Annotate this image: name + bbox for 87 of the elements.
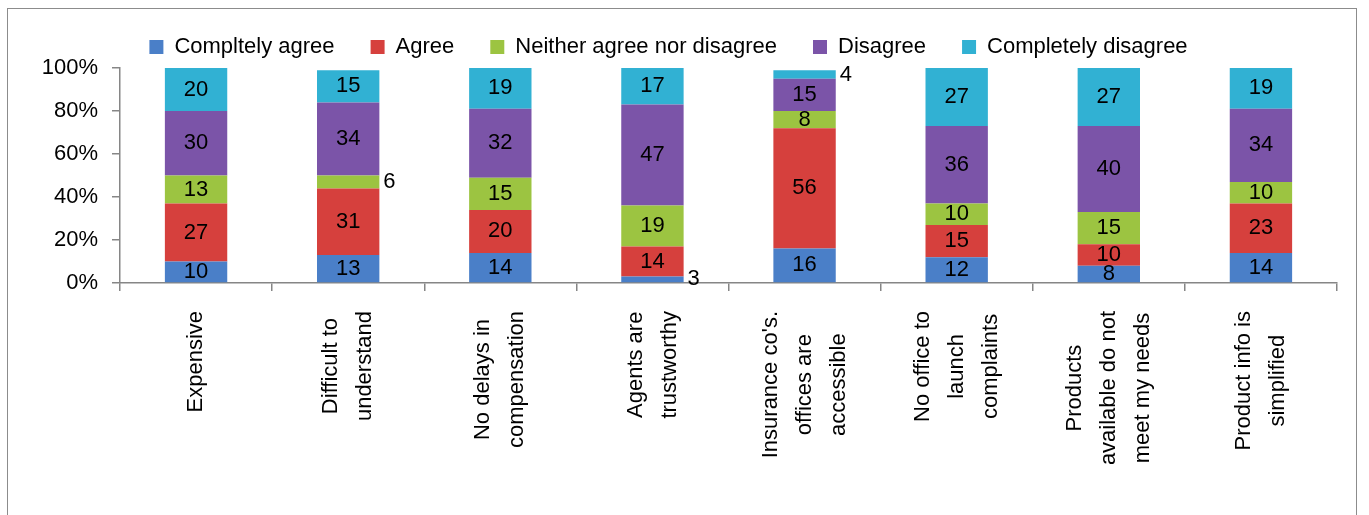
bar — [469, 177, 532, 210]
data-label: 20 — [183, 75, 209, 101]
bar — [621, 205, 684, 247]
bar — [773, 128, 836, 249]
data-label: 4 — [839, 60, 852, 86]
x-tick-label: Product info is simplified — [1230, 311, 1289, 451]
data-label: 14 — [640, 247, 665, 273]
legend-label: Neither agree nor disagree — [515, 33, 778, 59]
data-label: 47 — [640, 141, 665, 167]
data-label: 15 — [1096, 214, 1122, 240]
legend-label: Completely disagree — [987, 33, 1188, 59]
data-label: 15 — [944, 227, 969, 253]
y-tick-label: 100% — [41, 54, 98, 80]
bar — [925, 126, 988, 204]
bar — [164, 203, 228, 262]
x-tick-label: No delays in compensation — [469, 310, 529, 448]
data-label: 40 — [1096, 155, 1122, 181]
bar — [1077, 68, 1140, 127]
bar — [773, 248, 836, 283]
bar — [1229, 203, 1293, 253]
bar — [1229, 68, 1293, 109]
legend-label: Disagree — [838, 33, 927, 59]
bar — [469, 108, 532, 178]
y-tick-label: 40% — [53, 183, 98, 209]
legend-label: Compltely agree — [174, 33, 335, 59]
data-label: 13 — [335, 254, 361, 280]
bar — [1077, 126, 1140, 213]
data-label: 17 — [640, 72, 665, 98]
x-tick-label: Agents are trustworthy — [621, 310, 681, 419]
legend-label: Agree — [395, 33, 455, 59]
bar — [925, 224, 988, 258]
data-label: 36 — [944, 150, 969, 176]
bar — [317, 70, 380, 103]
data-label: 10 — [183, 257, 209, 283]
bar — [773, 70, 836, 79]
data-label: 20 — [488, 217, 513, 243]
data-label: 16 — [792, 251, 817, 277]
bar — [773, 78, 836, 111]
data-label: 27 — [944, 83, 969, 109]
data-label: 27 — [1096, 83, 1122, 109]
x-tick-label: Expensive — [182, 310, 208, 413]
bar — [317, 175, 380, 189]
bar — [469, 209, 532, 253]
data-label: 15 — [792, 80, 817, 106]
bar — [1077, 212, 1140, 245]
data-label: 31 — [335, 207, 361, 233]
bar — [1229, 108, 1293, 182]
bar — [621, 104, 684, 206]
bar — [925, 203, 988, 225]
data-label: 8 — [798, 105, 811, 131]
data-label: 8 — [1102, 260, 1115, 286]
data-label: 3 — [687, 265, 700, 291]
data-label: 14 — [488, 253, 513, 279]
bar — [164, 111, 228, 176]
data-label: 10 — [944, 200, 969, 226]
data-label: 15 — [488, 179, 513, 205]
data-label: 23 — [1248, 214, 1274, 240]
data-label: 34 — [335, 125, 361, 151]
data-label: 14 — [1248, 253, 1274, 279]
y-tick-label: 80% — [53, 97, 98, 123]
x-tick-label: Insurance co's. offices are accessible — [756, 311, 850, 459]
data-label: 15 — [335, 72, 361, 98]
y-tick-label: 20% — [53, 226, 98, 252]
y-tick-label: 60% — [53, 140, 98, 166]
data-label: 19 — [1248, 74, 1274, 100]
bar — [164, 68, 228, 111]
bar — [925, 257, 988, 283]
bar — [621, 68, 684, 105]
x-tick-label: No office to launch complaints — [908, 311, 1002, 422]
bar — [317, 188, 380, 256]
data-label: 27 — [183, 218, 209, 244]
data-label: 19 — [640, 212, 665, 238]
data-label: 56 — [792, 174, 817, 200]
bar — [621, 246, 684, 277]
data-label: 13 — [183, 175, 209, 201]
data-label: 12 — [944, 255, 969, 281]
bar — [469, 68, 532, 109]
bar — [925, 68, 988, 127]
y-tick-label: 0% — [66, 269, 98, 295]
data-label: 10 — [1248, 178, 1274, 204]
data-label: 32 — [488, 129, 513, 155]
data-label: 34 — [1248, 131, 1274, 157]
bar — [317, 102, 380, 176]
data-label: 30 — [183, 129, 209, 155]
data-label: 6 — [383, 168, 396, 194]
data-label: 19 — [488, 74, 513, 100]
x-tick-label: Difficult to understand — [317, 311, 377, 422]
